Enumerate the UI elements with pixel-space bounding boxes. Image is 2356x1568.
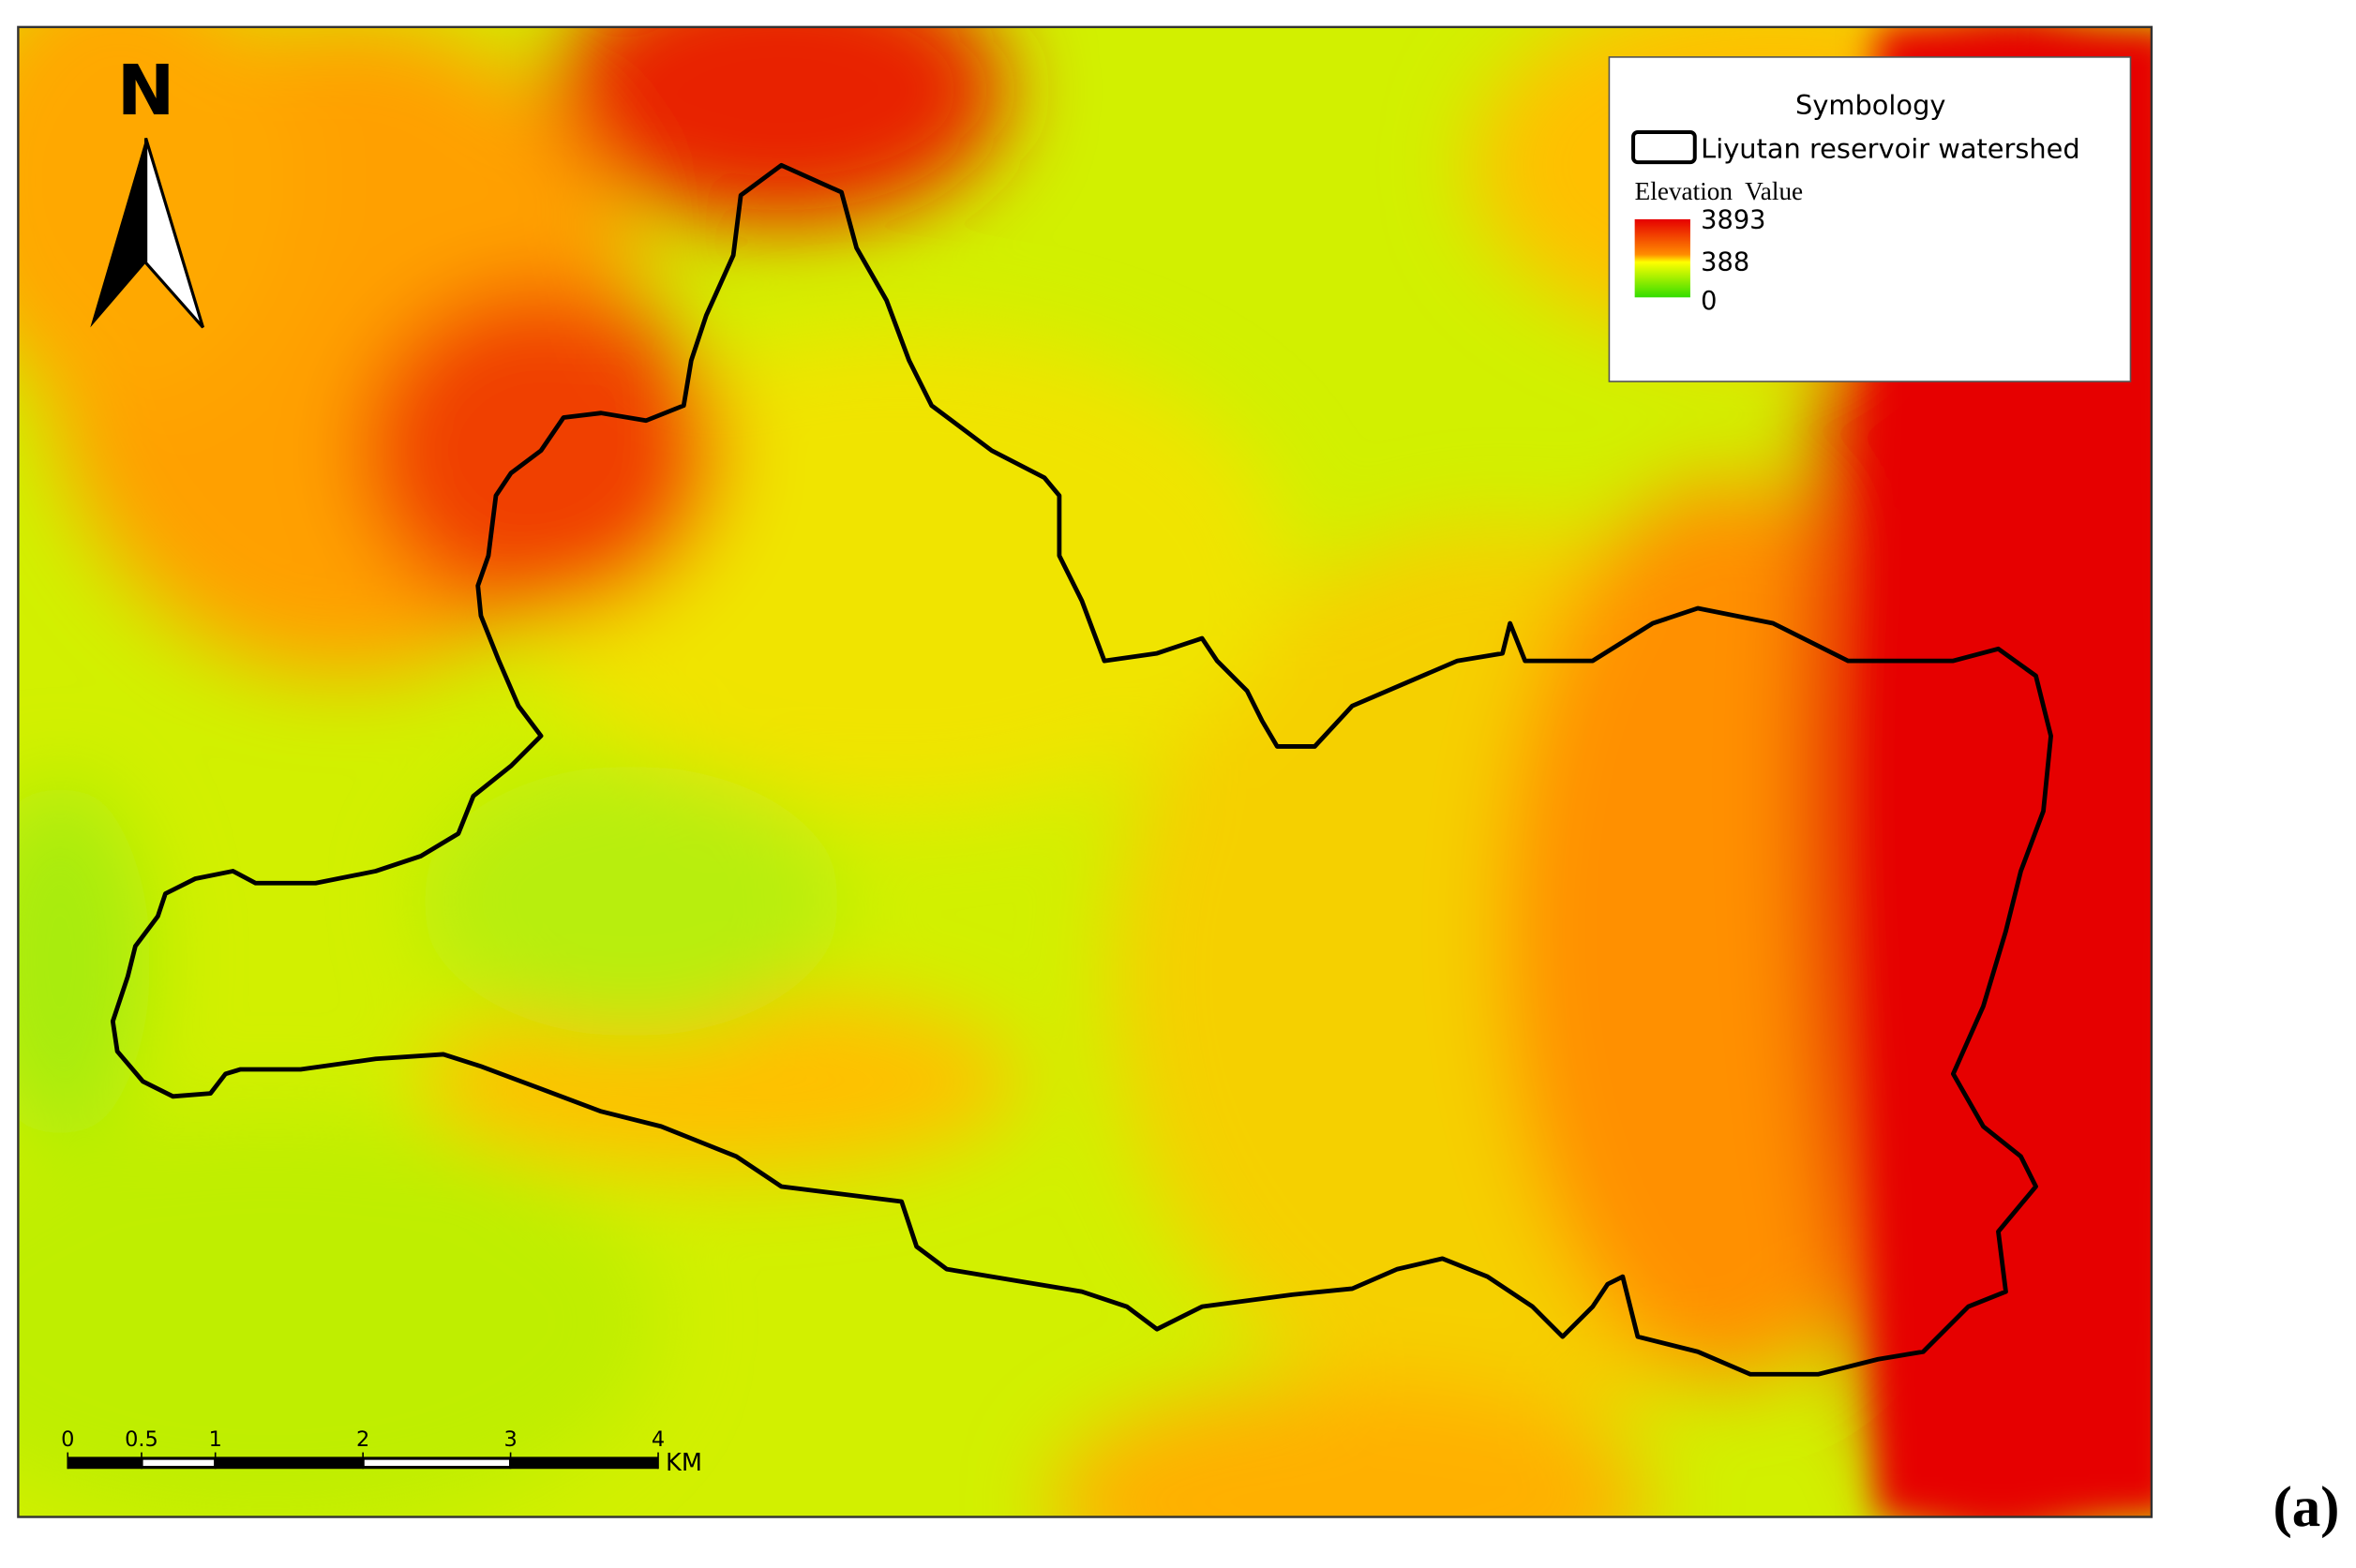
elevation-ramp <box>1634 218 1690 298</box>
boundary-swatch <box>1631 130 1697 165</box>
map-frame <box>17 25 2153 1518</box>
scale-bar: 0 0.5 1 2 3 4KM <box>61 1427 702 1477</box>
scale-tick-label: 0 <box>61 1427 74 1452</box>
arrow-right <box>143 137 205 329</box>
elevation-label: 3893 <box>1701 206 1765 235</box>
scale-tick-label: 1 <box>209 1427 222 1452</box>
north-label: N <box>117 52 175 131</box>
arrow-left <box>90 138 146 328</box>
elevation-title: Elevation Value <box>1635 177 1804 205</box>
scale-tick-label: 3 <box>503 1427 517 1452</box>
north-arrow: N <box>90 52 205 329</box>
legend-box <box>1608 56 2132 382</box>
watershed-boundary <box>110 162 2053 1377</box>
legend: Symbology Liyutan reservoir watershed El… <box>1608 56 2132 382</box>
scale-unit: KM <box>666 1449 702 1477</box>
scale-bar-segment <box>364 1459 509 1467</box>
panel-label: (a) <box>2273 1476 2339 1539</box>
scale-bar-segment <box>143 1459 215 1467</box>
scale-tick-label: 0.5 <box>125 1427 158 1452</box>
elevation-label: 388 <box>1701 247 1749 276</box>
legend-title: Symbology <box>1795 89 1945 121</box>
boundary-label: Liyutan reservoir watershed <box>1701 132 2080 164</box>
scale-tick-label: 2 <box>356 1427 369 1452</box>
elevation-label: 0 <box>1701 287 1717 316</box>
scale-tick-label: 4 <box>652 1427 665 1452</box>
